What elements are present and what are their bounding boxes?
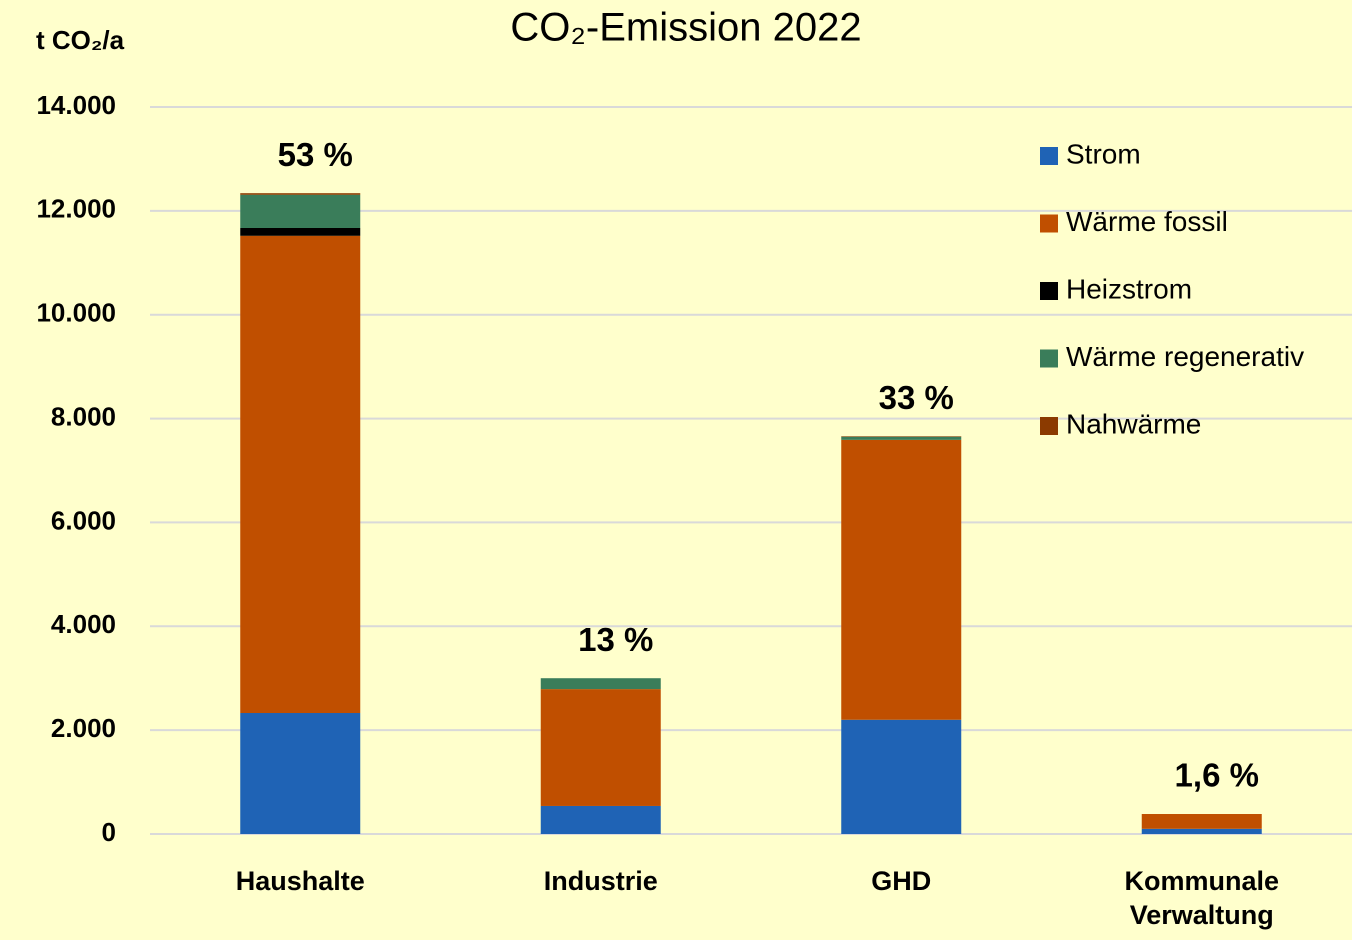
legend-label: Nahwärme <box>1066 408 1201 439</box>
bar-segment <box>841 436 962 437</box>
y-axis-label: t CO₂/a <box>36 25 125 55</box>
y-tick-label: 4.000 <box>51 609 116 639</box>
bar-segment <box>240 235 361 714</box>
x-tick-label: Haushalte <box>235 866 365 896</box>
bar-segment <box>841 436 962 440</box>
x-tick-label: Kommunale Verwaltung <box>1124 866 1280 930</box>
x-tick-label: Industrie <box>543 866 658 896</box>
legend-swatch <box>1040 282 1058 300</box>
share-label: 53 % <box>278 136 353 173</box>
y-tick-label: 0 <box>102 817 116 847</box>
y-tick-label: 8.000 <box>51 401 116 431</box>
share-label: 1,6 % <box>1175 757 1259 794</box>
share-label: 13 % <box>578 621 653 658</box>
y-tick-label: 6.000 <box>51 505 116 535</box>
y-tick-label: 12.000 <box>36 194 116 224</box>
bar-segment <box>240 194 361 228</box>
legend-label: Wärme regenerativ <box>1066 341 1304 372</box>
legend-swatch <box>1040 147 1058 165</box>
x-tick-label: GHD <box>871 866 932 896</box>
bar-segment <box>540 689 661 806</box>
y-tick-label: 10.000 <box>36 298 116 328</box>
y-tick-label: 14.000 <box>36 90 116 120</box>
bar-segment <box>240 713 361 834</box>
legend-label: Heizstrom <box>1066 273 1192 304</box>
legend-label: Strom <box>1066 138 1141 169</box>
bar-segment <box>540 805 661 834</box>
legend-swatch <box>1040 417 1058 435</box>
legend-label: Wärme fossil <box>1066 206 1228 237</box>
legend-swatch <box>1040 349 1058 368</box>
bar-segment <box>841 439 962 720</box>
bar-segment <box>1141 814 1262 829</box>
legend-swatch <box>1040 214 1058 233</box>
share-label: 33 % <box>879 379 954 416</box>
chart-title: CO₂-Emission 2022 <box>510 6 861 50</box>
bar-segment <box>1141 828 1262 834</box>
bar-segment <box>240 227 361 236</box>
y-tick-label: 2.000 <box>51 713 116 743</box>
bar-segment <box>540 678 661 690</box>
bar-segment <box>240 193 361 195</box>
bar-segment <box>841 719 962 834</box>
